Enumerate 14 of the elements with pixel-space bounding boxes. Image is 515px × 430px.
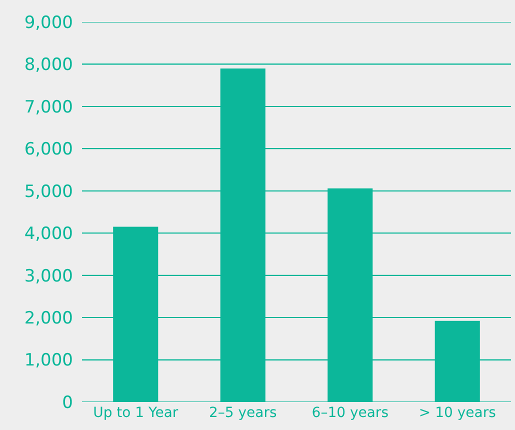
x-tick-label: > 10 years <box>418 405 496 421</box>
y-tick-label: 2,000 <box>24 308 73 329</box>
x-tick-label: 6–10 years <box>312 405 388 421</box>
y-tick-label: 7,000 <box>24 97 73 118</box>
x-tick-label: Up to 1 Year <box>93 405 178 421</box>
y-tick-label: 6,000 <box>24 140 73 160</box>
y-tick-label: 5,000 <box>24 182 73 202</box>
x-tick-label: 2–5 years <box>208 405 277 421</box>
y-tick-label: 9,000 <box>24 12 73 33</box>
y-tick-label: 1,000 <box>24 350 73 371</box>
y-tick-label: 3,000 <box>24 266 73 286</box>
y-tick-label: 4,000 <box>24 224 73 244</box>
y-tick-label: 8,000 <box>24 55 73 76</box>
y-tick-label: 0 <box>62 392 73 413</box>
